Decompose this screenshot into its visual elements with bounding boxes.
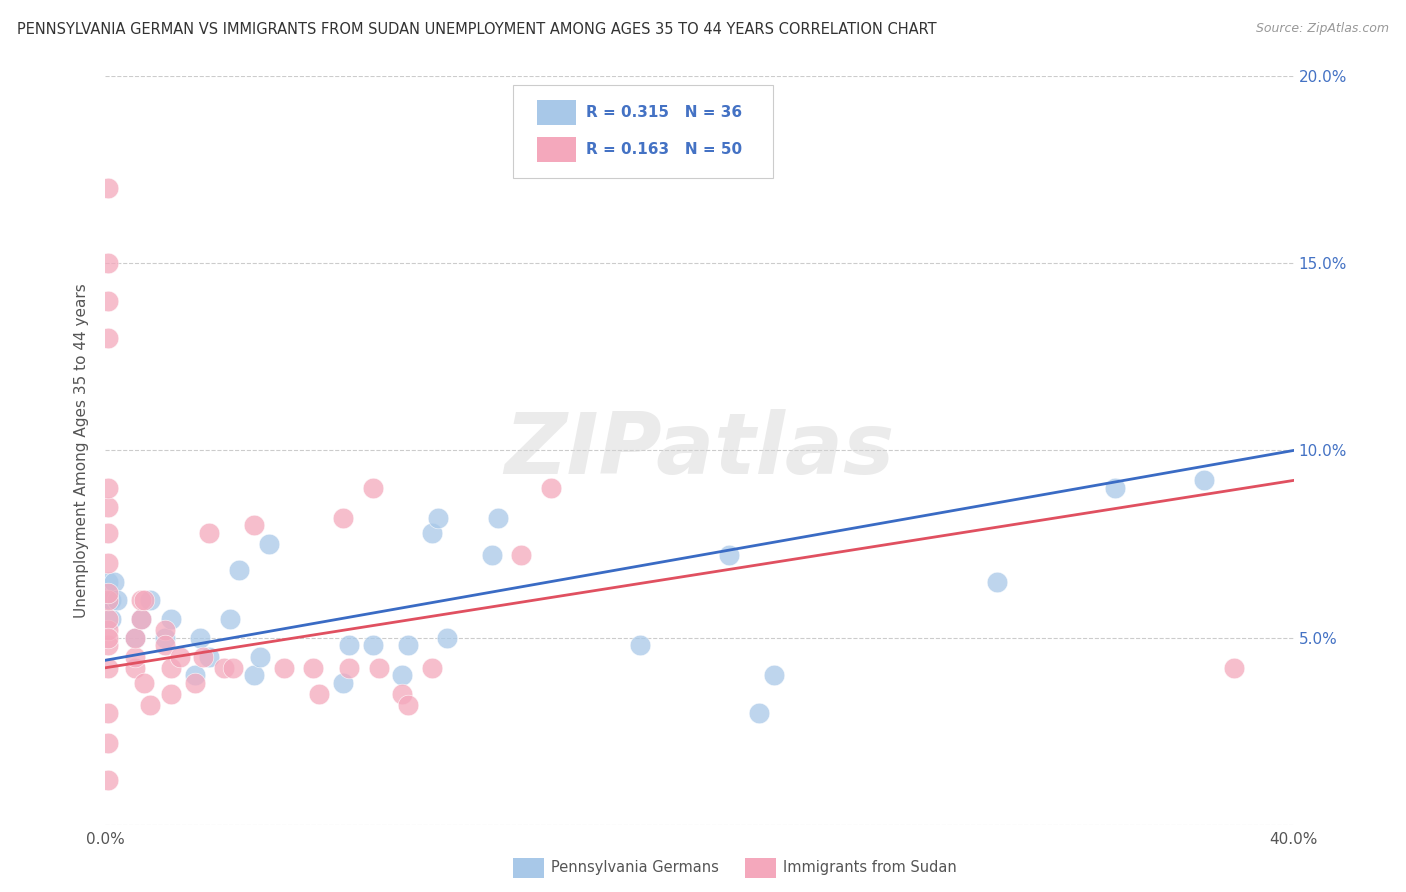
Point [249,649,271,664]
Point [124,631,146,645]
Point [198,525,221,540]
Point [332,675,354,690]
Point [214,661,236,675]
Point [183,675,205,690]
Point [124,631,146,645]
Point [391,687,413,701]
Point [97,631,120,645]
Text: PENNSYLVANIA GERMAN VS IMMIGRANTS FROM SUDAN UNEMPLOYMENT AMONG AGES 35 TO 44 YE: PENNSYLVANIA GERMAN VS IMMIGRANTS FROM S… [17,22,936,37]
Text: ZIPatlas: ZIPatlas [505,409,894,492]
Point [302,661,325,675]
Point [97,638,120,652]
Text: R = 0.315   N = 36: R = 0.315 N = 36 [586,105,742,120]
Point [97,586,120,600]
Point [420,525,443,540]
Point [718,549,741,563]
Point [129,612,152,626]
Point [105,593,128,607]
Point [257,537,280,551]
Point [97,181,120,195]
Point [169,649,191,664]
Point [129,593,152,607]
Point [97,706,120,720]
Point [97,331,120,345]
Text: Immigrants from Sudan: Immigrants from Sudan [783,860,957,874]
Point [361,481,384,495]
Point [97,593,120,607]
Point [97,293,120,308]
Point [243,518,266,533]
Point [159,612,181,626]
Point [762,668,785,682]
Point [391,668,413,682]
Point [100,612,122,626]
Point [97,500,120,514]
Point [308,687,330,701]
Point [97,574,120,589]
Point [219,612,242,626]
Point [396,638,419,652]
Text: Source: ZipAtlas.com: Source: ZipAtlas.com [1256,22,1389,36]
Point [139,593,162,607]
Point [124,661,146,675]
Point [193,649,215,664]
Point [132,593,155,607]
Point [97,736,120,750]
Text: R = 0.163   N = 50: R = 0.163 N = 50 [586,143,742,157]
Point [183,668,205,682]
Point [628,638,651,652]
Point [1194,474,1216,488]
Point [97,525,120,540]
Point [159,661,181,675]
Point [97,661,120,675]
Point [986,574,1008,589]
Point [153,638,176,652]
Point [222,661,245,675]
Point [367,661,389,675]
Point [337,638,360,652]
Point [97,593,120,607]
Point [748,706,770,720]
Point [332,511,354,525]
Point [153,624,176,638]
Point [273,661,295,675]
Point [540,481,562,495]
Point [139,698,162,713]
Point [337,661,360,675]
Point [420,661,443,675]
Point [97,481,120,495]
Point [97,773,120,788]
Point [190,631,212,645]
Text: Pennsylvania Germans: Pennsylvania Germans [551,860,718,874]
Point [361,638,384,652]
Point [124,649,146,664]
Point [1223,661,1246,675]
Point [97,556,120,570]
Point [97,612,120,626]
Point [486,511,509,525]
Point [97,256,120,270]
Point [481,549,503,563]
Point [1104,481,1126,495]
Point [97,624,120,638]
Point [228,563,250,577]
Point [198,649,221,664]
Point [510,549,533,563]
Point [100,593,122,607]
Point [396,698,419,713]
Point [132,675,155,690]
Point [129,612,152,626]
Y-axis label: Unemployment Among Ages 35 to 44 years: Unemployment Among Ages 35 to 44 years [75,283,90,618]
Point [103,574,125,589]
Point [436,631,458,645]
Point [159,687,181,701]
Point [153,631,176,645]
Point [427,511,450,525]
Point [243,668,266,682]
